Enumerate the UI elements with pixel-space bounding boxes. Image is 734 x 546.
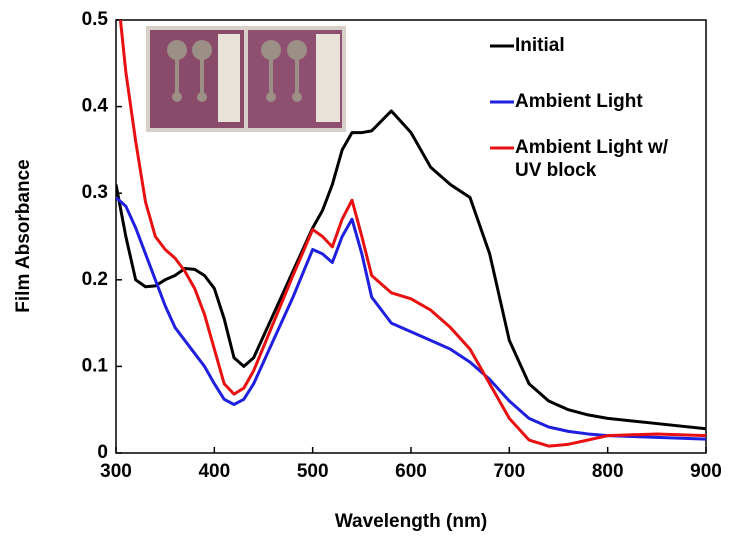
x-tick-label: 900 — [690, 461, 722, 482]
x-tick-label: 800 — [592, 461, 624, 482]
inset-photo — [146, 26, 346, 132]
x-axis-label: Wavelength (nm) — [335, 511, 487, 532]
y-tick-label: 0.5 — [82, 9, 109, 30]
y-tick-label: 0.1 — [82, 355, 109, 376]
x-tick-label: 300 — [100, 461, 132, 482]
series-group — [116, 20, 706, 448]
x-tick-label: 400 — [198, 461, 230, 482]
y-tick-label: 0.2 — [82, 269, 108, 290]
legend-entry: Ambient Light w/ UV block — [515, 137, 669, 181]
y-axis-label: Film Absorbance — [13, 159, 34, 312]
y-tick-label: 0.3 — [82, 182, 108, 203]
legend-entry: Initial — [515, 35, 565, 56]
y-tick-label: 0 — [97, 442, 108, 463]
y-tick-label: 0.4 — [82, 96, 109, 117]
legend-entry: Ambient Light — [515, 91, 643, 112]
x-tick-label: 500 — [297, 461, 329, 482]
series-line — [118, 20, 706, 448]
x-tick-label: 600 — [395, 461, 427, 482]
x-tick-label: 700 — [493, 461, 525, 482]
series-line — [116, 196, 706, 441]
series-line — [116, 109, 706, 431]
